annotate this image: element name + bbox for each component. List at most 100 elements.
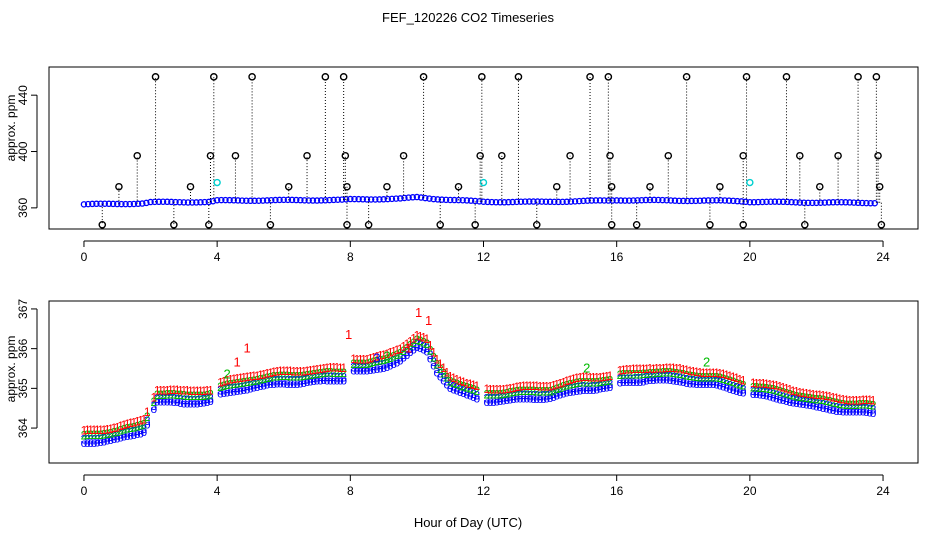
- series-2-marker: 2: [390, 350, 397, 364]
- series-1-marker: 1: [270, 365, 277, 379]
- series-1-marker: 1: [870, 393, 877, 407]
- series-o-marker: o: [224, 385, 231, 399]
- series-2-marker: 2: [457, 378, 464, 392]
- baseline-point: [105, 200, 113, 208]
- series-o-marker: o: [570, 384, 577, 398]
- spike-low-point: [343, 182, 351, 191]
- series-o-marker: o: [863, 405, 870, 419]
- series-3-marker: 3: [803, 394, 810, 408]
- series-1-marker: 1: [657, 362, 664, 376]
- series-3-marker: 3: [677, 371, 684, 385]
- series-3-marker: 3: [427, 348, 434, 362]
- cyan-point: [746, 178, 754, 187]
- series-1-marker: 1: [730, 370, 737, 384]
- series-o-marker: o: [81, 436, 88, 450]
- series-2-marker: 2: [217, 380, 224, 394]
- baseline-point: [397, 195, 404, 202]
- baseline-point: [109, 200, 117, 208]
- series-3-marker: 3: [101, 431, 108, 445]
- series-2-marker: 2: [104, 427, 111, 441]
- series-o-marker: o: [470, 390, 477, 404]
- series-3-marker: 3: [517, 388, 524, 402]
- series-1-marker: 1: [757, 376, 764, 390]
- baseline-point: [667, 197, 675, 204]
- baseline-point: [126, 200, 133, 208]
- series-1-marker: 1: [350, 352, 357, 366]
- series-2-marker: 2: [806, 391, 813, 405]
- series-1-marker: 1: [131, 415, 138, 429]
- series-o-marker: o: [557, 387, 564, 401]
- series-o-marker: o: [254, 380, 261, 394]
- baseline-point: [222, 196, 229, 204]
- series-3-marker: 3: [583, 380, 590, 394]
- series-o-marker: o: [207, 394, 214, 408]
- series-2-marker: 2: [647, 366, 654, 380]
- spike-high-point: [321, 73, 330, 81]
- series-o-marker: o: [487, 395, 494, 409]
- series-3-marker: 3: [773, 388, 780, 402]
- series-o-marker: o: [687, 376, 694, 390]
- series-2-marker: 2: [820, 393, 827, 407]
- spike-mid-point: [231, 151, 240, 160]
- outlier-marker: 1: [243, 341, 250, 356]
- series-3-marker: 3: [280, 373, 287, 387]
- series-2-marker: 2: [677, 367, 684, 381]
- series-1-marker: 1: [703, 366, 710, 380]
- plot-frame: [48, 66, 919, 230]
- series-2-marker: 2: [653, 366, 660, 380]
- series-2-marker: 2: [836, 397, 843, 411]
- spike-low-point: [875, 182, 884, 191]
- baseline-point: [93, 200, 100, 208]
- series-2-marker: 2: [840, 397, 847, 411]
- series-2-marker: 2: [490, 388, 497, 402]
- series-o-marker: o: [740, 385, 747, 399]
- baseline-point: [409, 194, 416, 201]
- baseline-point: [305, 197, 312, 204]
- baseline-point: [97, 200, 104, 207]
- baseline-point: [492, 198, 500, 206]
- series-1-marker: 1: [354, 352, 361, 366]
- series-o-marker: o: [427, 351, 434, 365]
- series-2-marker: 2: [240, 376, 247, 390]
- series-3-marker: 3: [404, 345, 411, 359]
- spike-low-point: [646, 182, 654, 191]
- series-2-marker: 2: [131, 420, 138, 434]
- outlier-marker: 2: [383, 349, 390, 364]
- series-o-marker: o: [220, 386, 227, 400]
- baseline-point: [621, 197, 629, 204]
- x-tick-label: 4: [214, 484, 221, 498]
- series-o-marker: o: [284, 377, 291, 391]
- series-3-marker: 3: [107, 430, 114, 444]
- series-2-marker: 2: [563, 379, 570, 393]
- series-2-marker: 2: [803, 391, 810, 405]
- series-1-marker: 1: [374, 349, 381, 363]
- series-3-marker: 3: [587, 380, 594, 394]
- spike-high-point: [478, 73, 486, 81]
- series-2-marker: 2: [717, 371, 724, 385]
- series-2-marker: 2: [387, 351, 394, 365]
- baseline-point: [588, 197, 595, 204]
- series-1-marker: 1: [197, 384, 204, 398]
- series-1-marker: 1: [87, 423, 94, 437]
- series-1-marker: 1: [833, 391, 840, 405]
- series-1-marker: 1: [806, 387, 813, 401]
- series-2-marker: 2: [284, 369, 291, 383]
- series-2-marker: 2: [533, 384, 540, 398]
- spike-mid-point: [498, 151, 506, 160]
- series-o-marker: o: [690, 377, 697, 391]
- series-o-marker: o: [513, 391, 520, 405]
- series-2-marker: 2: [846, 398, 853, 412]
- baseline-point: [863, 199, 870, 207]
- series-3-marker: 3: [247, 378, 254, 392]
- series-3-marker: 3: [81, 433, 88, 447]
- baseline-point: [384, 195, 392, 203]
- baseline-point: [238, 197, 246, 204]
- spike-high-point: [872, 73, 881, 81]
- series-o-marker: o: [357, 363, 364, 377]
- baseline-point: [634, 197, 641, 204]
- series-2-marker: 2: [144, 410, 151, 424]
- series-3-marker: 3: [737, 382, 744, 396]
- series-o-marker: o: [414, 340, 421, 354]
- y-tick-label: 367: [16, 299, 30, 319]
- series-2-marker: 2: [813, 392, 820, 406]
